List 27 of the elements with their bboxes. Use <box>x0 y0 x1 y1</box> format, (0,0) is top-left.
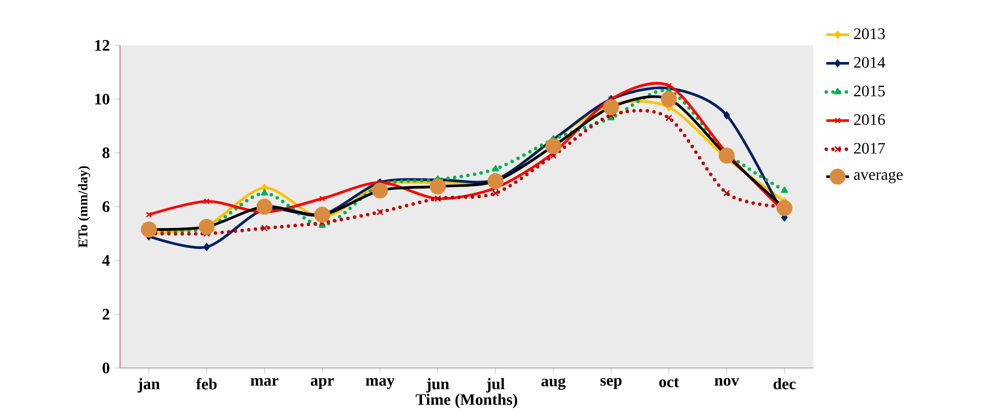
x-axis-title: Time (Months) <box>416 394 518 408</box>
x-tick-label: apr <box>310 378 334 390</box>
y-tick-label: 12 <box>95 40 110 51</box>
y-tick-label: 10 <box>95 94 110 105</box>
y-tick-label: 0 <box>102 362 110 374</box>
y-tick-label: 4 <box>102 255 110 266</box>
x-tick-label: feb <box>196 378 217 390</box>
legend-label: 2013 <box>854 28 885 40</box>
x-tick-label: jan <box>138 378 160 393</box>
y-axis-title: ETo (mm/day) <box>78 166 90 248</box>
x-tick-label: dec <box>774 378 796 390</box>
legend-label: 2016 <box>854 114 885 126</box>
y-tick-label: 6 <box>102 201 110 212</box>
x-tick-label: jun <box>426 378 450 393</box>
x-tick-label: jul <box>486 378 505 393</box>
legend-label: 2014 <box>854 57 886 68</box>
y-tick-label: 2 <box>102 309 110 320</box>
x-tick-label: sep <box>600 378 622 390</box>
legend-label: 2017 <box>854 143 885 154</box>
legend-label: 2015 <box>854 86 885 97</box>
x-tick-label: mar <box>250 378 278 386</box>
x-tick-label: oct <box>659 378 680 388</box>
x-tick-label: may <box>366 378 395 390</box>
x-tick-label: nov <box>714 378 740 386</box>
y-tick-label: 8 <box>102 148 110 158</box>
x-tick-label: aug <box>541 378 566 390</box>
legend-label: average <box>854 172 903 184</box>
